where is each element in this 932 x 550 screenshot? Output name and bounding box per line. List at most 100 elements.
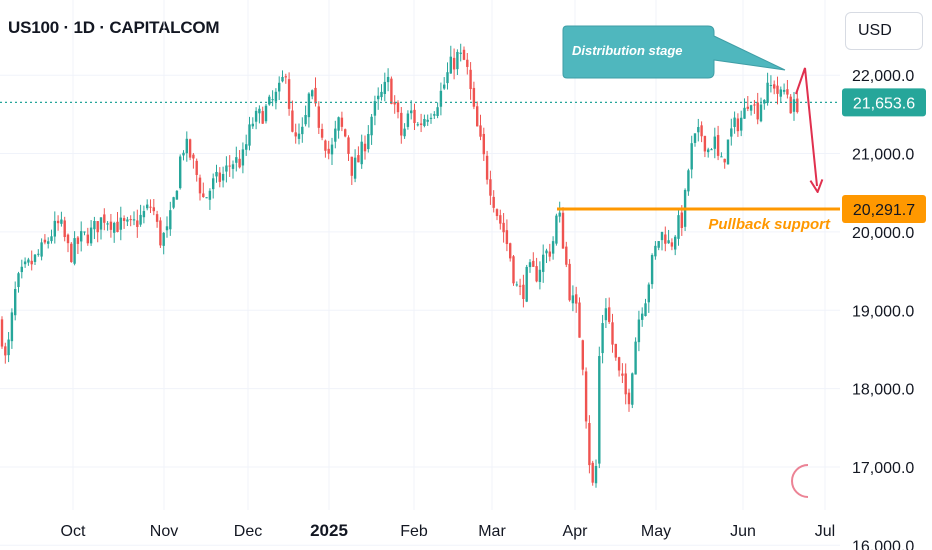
candle-up — [264, 105, 268, 122]
candle-up — [660, 232, 664, 241]
support-price-tag — [842, 195, 926, 224]
candle-up — [142, 211, 146, 218]
candle-up — [175, 190, 179, 200]
x-tick-label: Dec — [234, 523, 262, 540]
candle-up — [456, 51, 459, 70]
candle-down — [86, 234, 89, 244]
candle-down — [591, 462, 594, 483]
candle-up — [106, 223, 109, 225]
candle-up — [60, 219, 63, 224]
support-price-label: 20,291.7 — [853, 202, 915, 219]
candle-up — [185, 138, 188, 154]
candle-down — [320, 128, 324, 138]
candle-up — [126, 219, 129, 222]
candle-up — [271, 99, 274, 101]
pullback-support-label: Pullback support — [708, 216, 831, 233]
candle-down — [228, 165, 231, 167]
candle-up — [697, 127, 700, 133]
candle-up — [693, 133, 697, 143]
candle-up — [644, 303, 647, 317]
candle-up — [769, 85, 773, 87]
candle-up — [749, 105, 753, 111]
candle-up — [304, 114, 307, 125]
candle-up — [73, 238, 76, 264]
candle-up — [182, 152, 185, 156]
candle-up — [733, 117, 736, 127]
candle-up — [241, 149, 245, 166]
current-price-label: 21,653.6 — [853, 95, 915, 112]
candle-up — [443, 84, 446, 89]
candle-down — [340, 117, 344, 127]
candle-down — [291, 110, 294, 132]
time-axis: Oct Nov Dec 2025 Feb Mar Apr May Jun Jul — [61, 521, 836, 540]
price-axis: 22,000.0 21,000.0 20,000.0 19,000.0 18,000.0… — [852, 68, 914, 550]
candle-down — [0, 319, 4, 347]
candle-up — [83, 231, 86, 233]
candle-up — [542, 254, 545, 272]
candle-up — [37, 253, 40, 255]
candles-layer — [0, 43, 799, 488]
candle-down — [350, 156, 353, 176]
candle-up — [433, 114, 436, 116]
candle-up — [657, 241, 660, 248]
y-tick-label: 18,000.0 — [852, 382, 914, 399]
candle-down — [314, 87, 317, 104]
candle-up — [449, 56, 452, 74]
candle-down — [393, 102, 396, 105]
candle-down — [122, 218, 126, 221]
candle-down — [466, 59, 469, 67]
candle-down — [149, 206, 152, 208]
distribution-label: Distribution stage — [572, 43, 683, 58]
candle-up — [162, 232, 165, 246]
candle-up — [268, 96, 271, 105]
candle-down — [452, 57, 456, 70]
candle-down — [502, 222, 505, 233]
candle-up — [710, 149, 713, 151]
currency-selector[interactable]: USD — [845, 12, 923, 50]
candle-down — [155, 214, 159, 222]
candle-down — [575, 294, 578, 304]
candle-down — [578, 302, 581, 338]
candle-up — [538, 269, 542, 282]
candle-up — [743, 107, 746, 119]
candle-down — [238, 158, 241, 168]
candle-up — [779, 89, 782, 97]
candle-up — [558, 212, 561, 217]
candle-up — [713, 136, 716, 149]
candle-down — [317, 106, 320, 128]
candle-down — [109, 221, 113, 230]
candle-down — [462, 49, 466, 60]
candle-up — [40, 242, 43, 257]
candle-up — [169, 210, 172, 230]
candle-up — [766, 82, 769, 103]
candle-up — [281, 76, 284, 82]
candle-up — [740, 117, 743, 131]
x-tick-label: May — [641, 523, 671, 540]
candle-down — [56, 220, 60, 224]
candle-down — [96, 221, 99, 233]
candle-up — [33, 254, 37, 262]
pullback-arrow — [795, 67, 817, 186]
candle-down — [495, 209, 499, 217]
candle-down — [4, 346, 7, 356]
candle-down — [70, 243, 73, 262]
candle-up — [221, 173, 225, 181]
candle-up — [631, 373, 634, 405]
candle-up — [225, 165, 228, 172]
candle-up — [353, 157, 357, 179]
candle-up — [730, 128, 733, 137]
candle-down — [400, 112, 403, 136]
candle-down — [396, 102, 400, 113]
candle-down — [617, 357, 621, 371]
candle-down — [413, 109, 416, 124]
candle-up — [763, 99, 766, 104]
grid-layer — [0, 0, 840, 546]
candle-down — [532, 260, 535, 267]
candle-up — [307, 93, 311, 118]
candle-down — [664, 234, 667, 244]
annotations-layer: 21,653.6 20,291.7 Pullback support Distribu… — [0, 25, 926, 498]
candle-down — [116, 221, 119, 233]
candle-up — [782, 89, 786, 92]
